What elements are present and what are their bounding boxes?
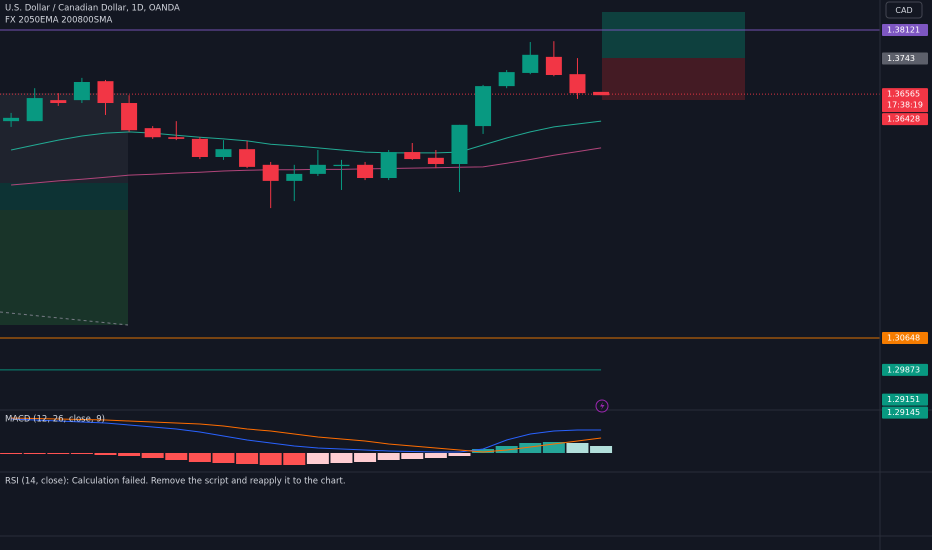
histogram-bar bbox=[566, 443, 589, 453]
histogram-bar bbox=[0, 453, 23, 454]
price-tag-label: 1.36428 bbox=[887, 115, 920, 124]
candle-body bbox=[593, 91, 610, 96]
macd-title: MACD (12, 26, close, 9) bbox=[5, 415, 105, 425]
histogram-bar bbox=[401, 453, 424, 459]
histogram-bar bbox=[377, 453, 400, 460]
price-tag bbox=[882, 363, 928, 376]
target-zone bbox=[602, 12, 745, 58]
candle-body bbox=[475, 86, 492, 127]
candle-body bbox=[404, 152, 421, 160]
price-tag bbox=[882, 393, 928, 406]
candle-body bbox=[168, 137, 185, 139]
indicator-line bbox=[10, 120, 602, 154]
histogram-bar bbox=[94, 453, 117, 455]
rsi-title: RSI (14, close): Calculation failed. Rem… bbox=[5, 477, 346, 487]
plot bbox=[0, 29, 880, 465]
axis: 1.38121 1.3743 1.36565 17:38:19 1.36428 1.306… bbox=[882, 24, 928, 419]
histogram-bar bbox=[47, 453, 70, 454]
histogram-bar bbox=[236, 453, 259, 464]
candle-body bbox=[357, 164, 374, 179]
price-tag-label: 1.29145 bbox=[887, 408, 920, 417]
candle-body bbox=[309, 164, 326, 174]
price-tag bbox=[882, 24, 928, 37]
histogram-bar bbox=[70, 453, 93, 454]
histogram-bar bbox=[542, 442, 565, 453]
histogram-bar bbox=[259, 453, 282, 465]
price-tag bbox=[882, 331, 928, 344]
price-tag-label: 1.38121 bbox=[887, 26, 920, 35]
indicator-line bbox=[11, 418, 602, 453]
currency-button[interactable] bbox=[885, 1, 923, 19]
candle-body bbox=[545, 56, 562, 75]
indicator-legend: FX 2050EMA 200800SMA bbox=[5, 16, 112, 26]
price-tag bbox=[882, 88, 928, 113]
candle-body bbox=[73, 82, 90, 101]
histogram-bar bbox=[141, 453, 164, 458]
position-zone bbox=[0, 93, 128, 183]
candle-body bbox=[97, 81, 114, 104]
candle-body bbox=[50, 100, 67, 104]
histogram-bar bbox=[283, 453, 306, 465]
price-tag bbox=[882, 406, 928, 419]
price-countdown: 17:38:19 bbox=[887, 101, 923, 110]
position-zone bbox=[0, 183, 128, 210]
candle-body bbox=[569, 74, 586, 94]
price-tag-label: 1.30648 bbox=[887, 333, 920, 342]
price-tag-label: 1.29151 bbox=[887, 395, 920, 404]
histogram-bar bbox=[590, 446, 613, 453]
candle-body bbox=[144, 128, 161, 138]
histogram-bar bbox=[23, 453, 46, 454]
indicator-line bbox=[11, 147, 602, 186]
candle-body bbox=[3, 117, 20, 122]
stop-zone bbox=[602, 58, 745, 100]
histogram-bar bbox=[448, 453, 471, 456]
indicator-line bbox=[11, 417, 602, 453]
histogram-bar bbox=[354, 453, 377, 462]
price-tag-label: 1.29873 bbox=[887, 365, 920, 374]
candle-body bbox=[333, 164, 350, 167]
histogram-bar bbox=[495, 446, 518, 453]
candle-body bbox=[522, 54, 539, 73]
histogram-bar bbox=[472, 449, 495, 453]
position-zone bbox=[0, 210, 128, 325]
histogram-bar bbox=[212, 453, 235, 463]
candle-body bbox=[191, 138, 208, 157]
candle-body bbox=[26, 98, 43, 122]
histogram-bar bbox=[424, 453, 447, 458]
price-tag-label: 1.36565 bbox=[887, 90, 920, 99]
event-icon-glyph bbox=[600, 402, 605, 410]
candle-body bbox=[239, 149, 256, 167]
candle-body bbox=[121, 103, 138, 131]
candle-body bbox=[380, 152, 397, 179]
histogram-bar bbox=[165, 453, 188, 460]
currency-label[interactable]: CAD bbox=[895, 6, 912, 15]
candle-body bbox=[215, 149, 232, 157]
chart-title: U.S. Dollar / Canadian Dollar, 1D, OANDA bbox=[5, 4, 180, 14]
candle-body bbox=[427, 157, 444, 164]
candle-body bbox=[262, 164, 279, 181]
histogram-bar bbox=[306, 453, 329, 464]
histogram-bar bbox=[519, 443, 542, 453]
histogram-bar bbox=[118, 453, 141, 456]
price-tag-label: 1.3743 bbox=[887, 54, 915, 63]
histogram-bar bbox=[330, 453, 353, 463]
price-tag bbox=[882, 52, 928, 65]
candle-body bbox=[498, 72, 515, 87]
price-tag bbox=[882, 113, 928, 126]
histogram-bar bbox=[188, 453, 211, 462]
candle-body bbox=[286, 173, 303, 181]
candle-body bbox=[451, 124, 468, 164]
